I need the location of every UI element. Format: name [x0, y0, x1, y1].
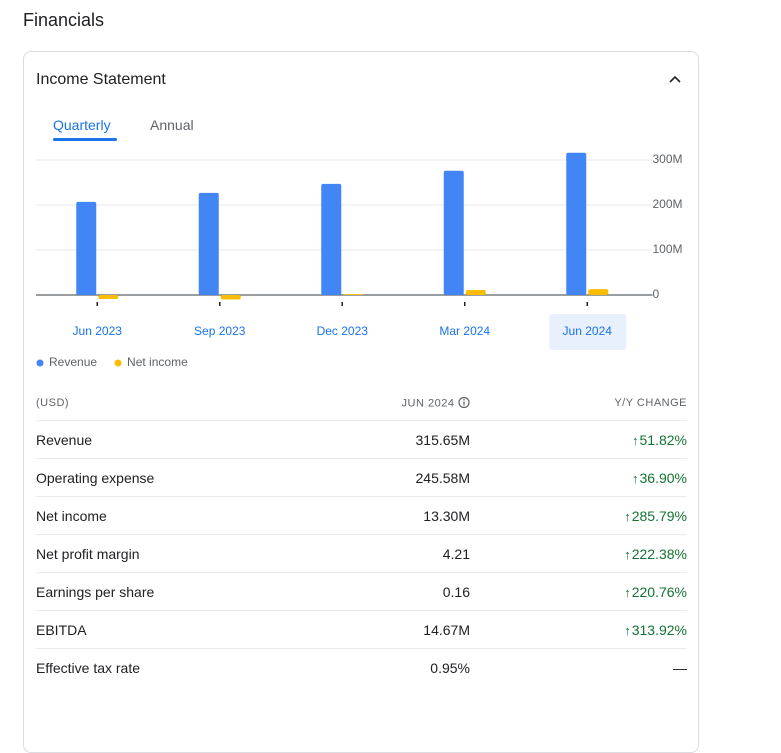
legend-dot	[36, 359, 44, 367]
y-tick-label: 100M	[653, 242, 683, 256]
row-label: Revenue	[36, 431, 93, 448]
change: ↑36.90%	[632, 470, 687, 486]
up-arrow: ↑	[632, 432, 639, 448]
tab[interactable]: Quarterly	[53, 117, 111, 133]
collapse-button[interactable]	[668, 72, 682, 86]
page: Financials Income Statement Quarterly An…	[23, 10, 699, 753]
row-label: Net income	[36, 507, 107, 524]
bar	[76, 201, 97, 295]
y-tick-label: 0	[653, 287, 660, 301]
table-row: Revenue 315.65M ↑51.82%	[36, 420, 687, 458]
row-label: Net profit margin	[36, 545, 140, 562]
column-header: JUN 2024	[402, 396, 470, 409]
cell: 245.58M	[415, 469, 470, 486]
table-row: Effective tax rate 0.95% —	[36, 648, 687, 686]
cell: 13.30M	[423, 507, 470, 524]
legend-label: Net income	[127, 355, 188, 369]
up-arrow: ↑	[624, 508, 631, 524]
change-text: 222.38%	[631, 545, 687, 562]
info-icon[interactable]	[458, 396, 470, 408]
bar	[98, 295, 119, 300]
column-header: (USD)	[36, 396, 70, 409]
table-row: Net income 13.30M ↑285.79%	[36, 496, 687, 534]
cell: 315.65M	[415, 431, 470, 448]
change-text: 313.92%	[631, 621, 687, 638]
table-row: Net profit margin 4.21 ↑222.38%	[36, 534, 687, 572]
y-tick-label: 200M	[653, 197, 683, 211]
x-tick-label: Jun 2024	[563, 324, 613, 338]
tab[interactable]: Annual	[150, 117, 194, 133]
section-title: Financials	[23, 10, 105, 30]
bar	[198, 192, 219, 295]
bar	[443, 170, 464, 295]
bar	[343, 294, 364, 295]
bar	[566, 152, 587, 295]
chart: 0 100M 200M 300M Jun 2023 Sep 2023 Dec 2023 Mar…	[36, 152, 683, 369]
legend-label: Revenue	[49, 355, 97, 369]
change: ↑220.76%	[624, 584, 687, 600]
x-tick-label: Dec 2023	[317, 324, 369, 338]
selected-highlight	[549, 314, 627, 350]
cell: 14.67M	[423, 621, 470, 638]
tab-indicator	[53, 138, 117, 141]
change-text: 285.79%	[631, 507, 687, 524]
x-tick-label: Jun 2023	[73, 324, 123, 338]
y-tick-label: 300M	[653, 152, 683, 166]
bar	[220, 295, 241, 300]
up-arrow: ↑	[624, 584, 631, 600]
cell: 0.16	[442, 583, 470, 600]
change: ↑313.92%	[624, 622, 687, 638]
up-arrow: ↑	[624, 546, 631, 562]
column-header-text: JUN 2024	[401, 397, 455, 409]
bar	[321, 183, 342, 295]
change-text: 36.90%	[639, 469, 687, 486]
cell: 4.21	[442, 545, 470, 562]
change-text: 51.82%	[639, 431, 687, 448]
bar	[588, 289, 609, 295]
table-row: EBITDA 14.67M ↑313.92%	[36, 610, 687, 648]
row-label: EBITDA	[36, 621, 87, 638]
table-header: (USD) JUN 2024 Y/Y CHANGE	[36, 385, 687, 420]
change: ↑222.38%	[624, 546, 687, 562]
change-text: 220.76%	[631, 583, 687, 600]
up-arrow: ↑	[624, 622, 631, 638]
x-tick-label: Mar 2024	[439, 324, 490, 338]
x-tick-label: Sep 2023	[194, 324, 246, 338]
row-label: Operating expense	[36, 469, 155, 486]
change: ↑285.79%	[624, 508, 687, 524]
table-row: Operating expense 245.58M ↑36.90%	[36, 458, 687, 496]
bar	[465, 290, 486, 295]
column-header: Y/Y CHANGE	[614, 396, 687, 409]
up-arrow: ↑	[632, 470, 639, 486]
row-label: Earnings per share	[36, 583, 155, 600]
legend-dot	[114, 359, 122, 367]
change: ↑51.82%	[632, 432, 687, 448]
card-title: Income Statement	[36, 71, 166, 88]
table: (USD) JUN 2024 Y/Y CHANGE Revenue 315.65M…	[36, 385, 687, 686]
table-row: Earnings per share 0.16 ↑220.76%	[36, 572, 687, 610]
